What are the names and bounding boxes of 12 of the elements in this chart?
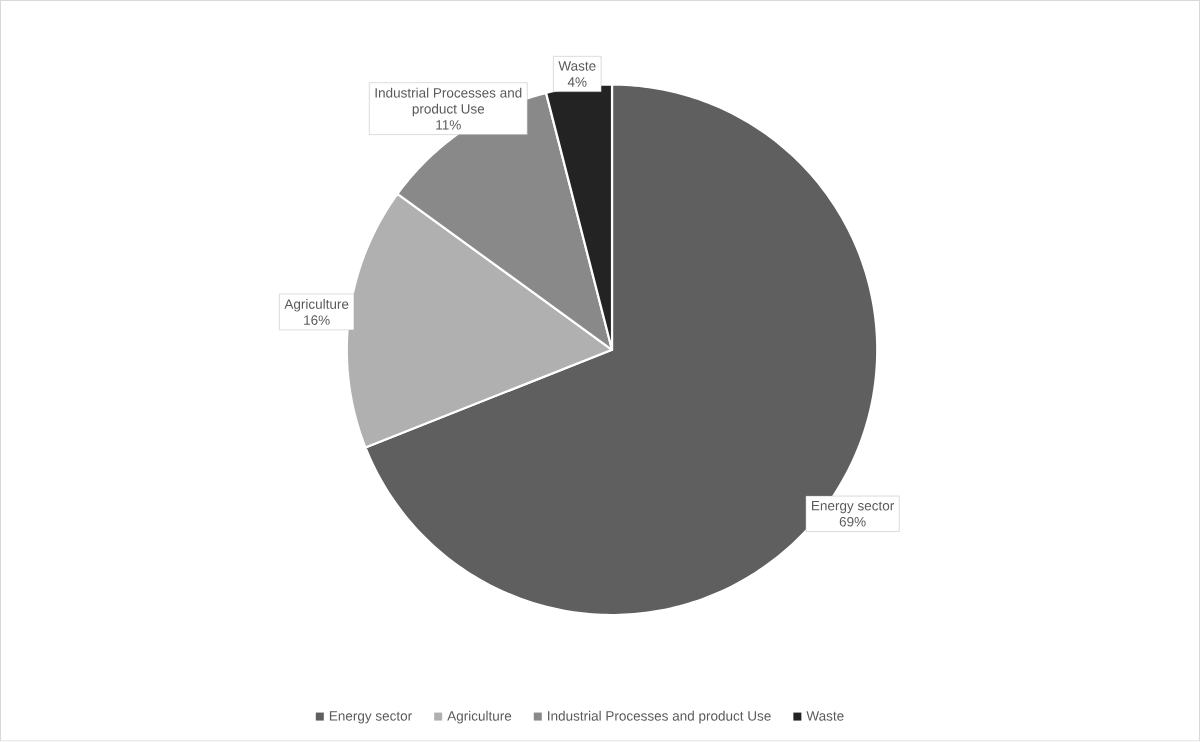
- legend-label: Industrial Processes and product Use: [548, 710, 771, 724]
- legend-label: Energy sector: [329, 711, 412, 724]
- legend-label: Agriculture: [447, 710, 512, 724]
- slice-label: Energy sector: [812, 501, 895, 514]
- data-label: 16%: [304, 315, 330, 326]
- data-label: 69%: [839, 517, 866, 527]
- data-label: 4%: [567, 77, 587, 87]
- slice-label: Industrial Processes and product Use: [375, 87, 522, 117]
- slice-label: Waste: [558, 61, 596, 71]
- legend-label: Waste: [806, 711, 844, 721]
- slice-label: Agriculture: [284, 299, 349, 312]
- data-label: 11%: [436, 120, 461, 130]
